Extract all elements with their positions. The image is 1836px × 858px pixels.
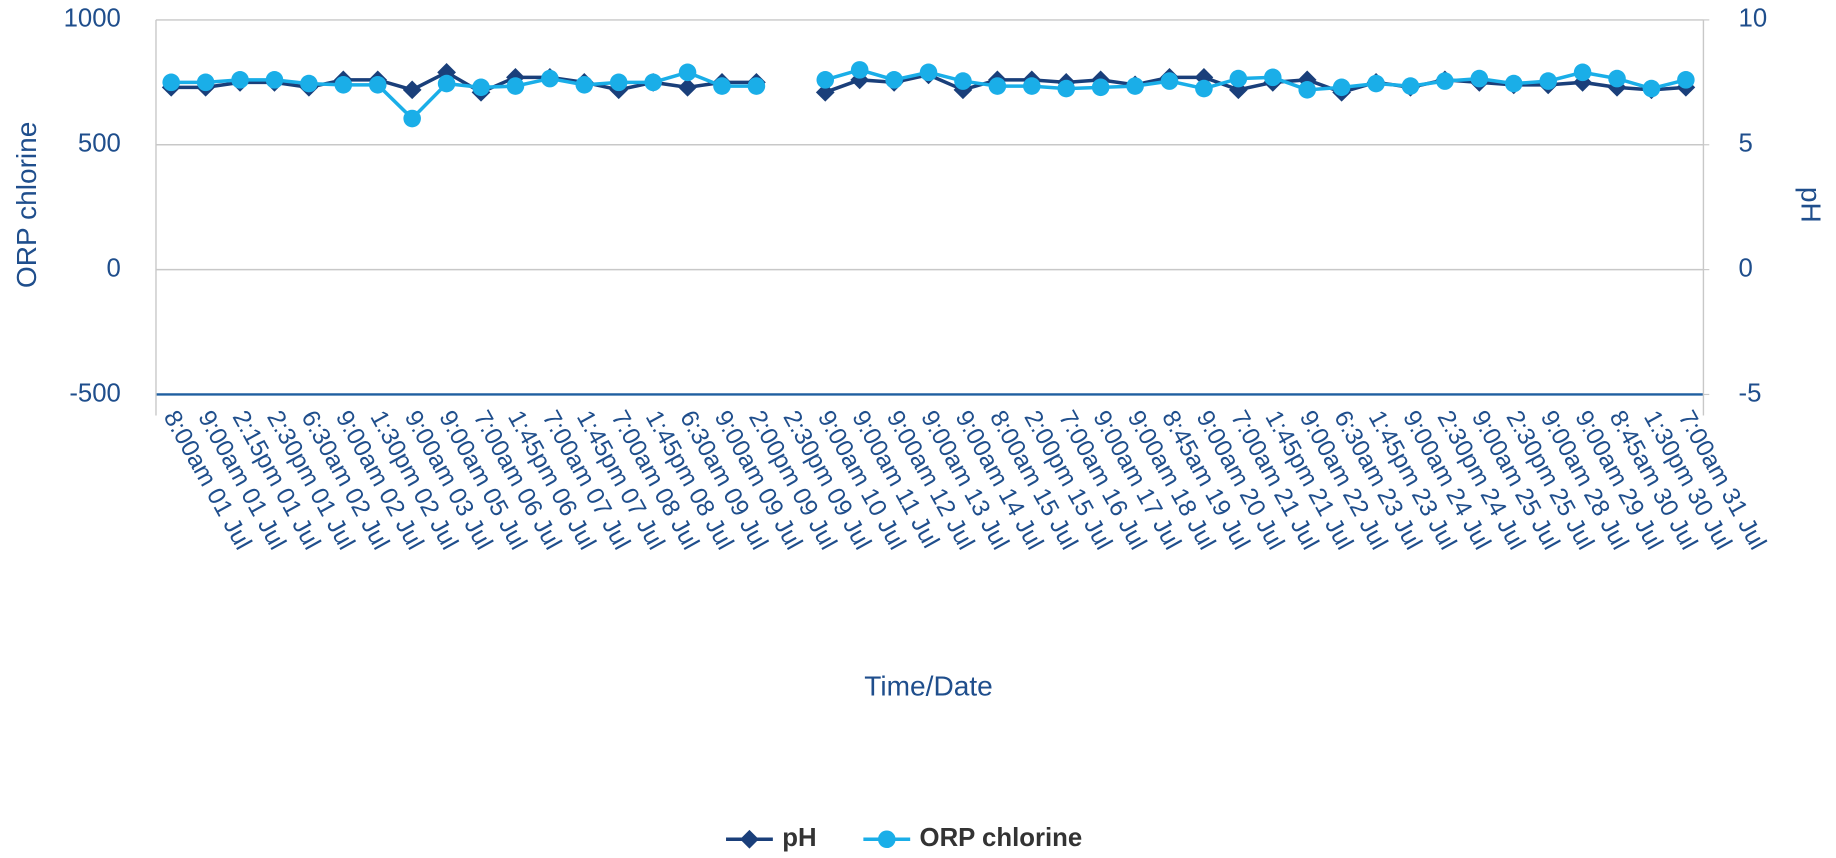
marker: [1677, 71, 1695, 89]
y2-tick-label: 5: [1739, 130, 1753, 158]
legend-marker: [877, 830, 896, 849]
marker: [265, 71, 284, 89]
marker: [954, 72, 972, 90]
marker: [816, 71, 835, 89]
marker: [713, 77, 731, 95]
legend-label: pH: [782, 824, 816, 852]
marker: [1126, 77, 1144, 95]
y-tick-label: -500: [69, 379, 121, 407]
marker: [1470, 69, 1489, 88]
marker: [368, 76, 387, 94]
marker: [402, 80, 422, 100]
series-line: [171, 70, 757, 122]
marker: [678, 63, 697, 82]
y2-axis-title: pH: [1795, 187, 1826, 223]
marker: [1091, 78, 1110, 97]
marker: [1332, 78, 1351, 97]
marker: [1057, 79, 1076, 98]
marker: [506, 77, 525, 95]
marker: [162, 73, 180, 92]
marker: [885, 71, 903, 89]
marker: [437, 62, 456, 82]
marker: [609, 73, 628, 92]
x-axis-title: Time/Date: [864, 671, 992, 702]
y-tick-label: 1000: [64, 5, 121, 33]
marker: [1504, 74, 1523, 93]
marker: [644, 73, 662, 92]
marker: [1367, 74, 1385, 93]
marker: [919, 63, 938, 82]
marker: [1573, 63, 1592, 82]
marker: [575, 76, 594, 94]
marker: [1539, 72, 1557, 90]
y-tick-label: 0: [107, 254, 121, 282]
marker: [747, 77, 766, 95]
marker: [231, 71, 249, 89]
y2-tick-label: 0: [1739, 254, 1753, 282]
marker: [541, 69, 559, 88]
marker: [196, 73, 215, 92]
marker: [1023, 77, 1041, 95]
marker: [403, 109, 421, 128]
marker: [678, 77, 697, 97]
marker: [1263, 68, 1282, 87]
legend-label: ORP chlorine: [920, 824, 1083, 852]
legend-marker: [740, 829, 759, 849]
marker: [437, 74, 456, 93]
y-axis-title: ORP chlorine: [11, 122, 42, 288]
y-tick-label: 500: [78, 130, 121, 158]
marker: [1195, 79, 1213, 98]
y2-tick-label: -5: [1739, 379, 1762, 407]
marker: [472, 78, 490, 97]
marker: [334, 76, 353, 94]
marker: [1401, 77, 1420, 95]
marker: [815, 82, 835, 102]
marker: [850, 61, 869, 79]
y2-tick-label: 10: [1739, 5, 1768, 33]
marker: [1436, 72, 1454, 90]
marker: [300, 74, 318, 93]
marker: [1298, 81, 1316, 99]
marker: [1642, 79, 1661, 98]
marker: [1608, 69, 1626, 88]
marker: [1160, 72, 1179, 90]
series-line: [171, 70, 757, 95]
marker: [988, 77, 1007, 95]
marker: [1229, 69, 1248, 88]
